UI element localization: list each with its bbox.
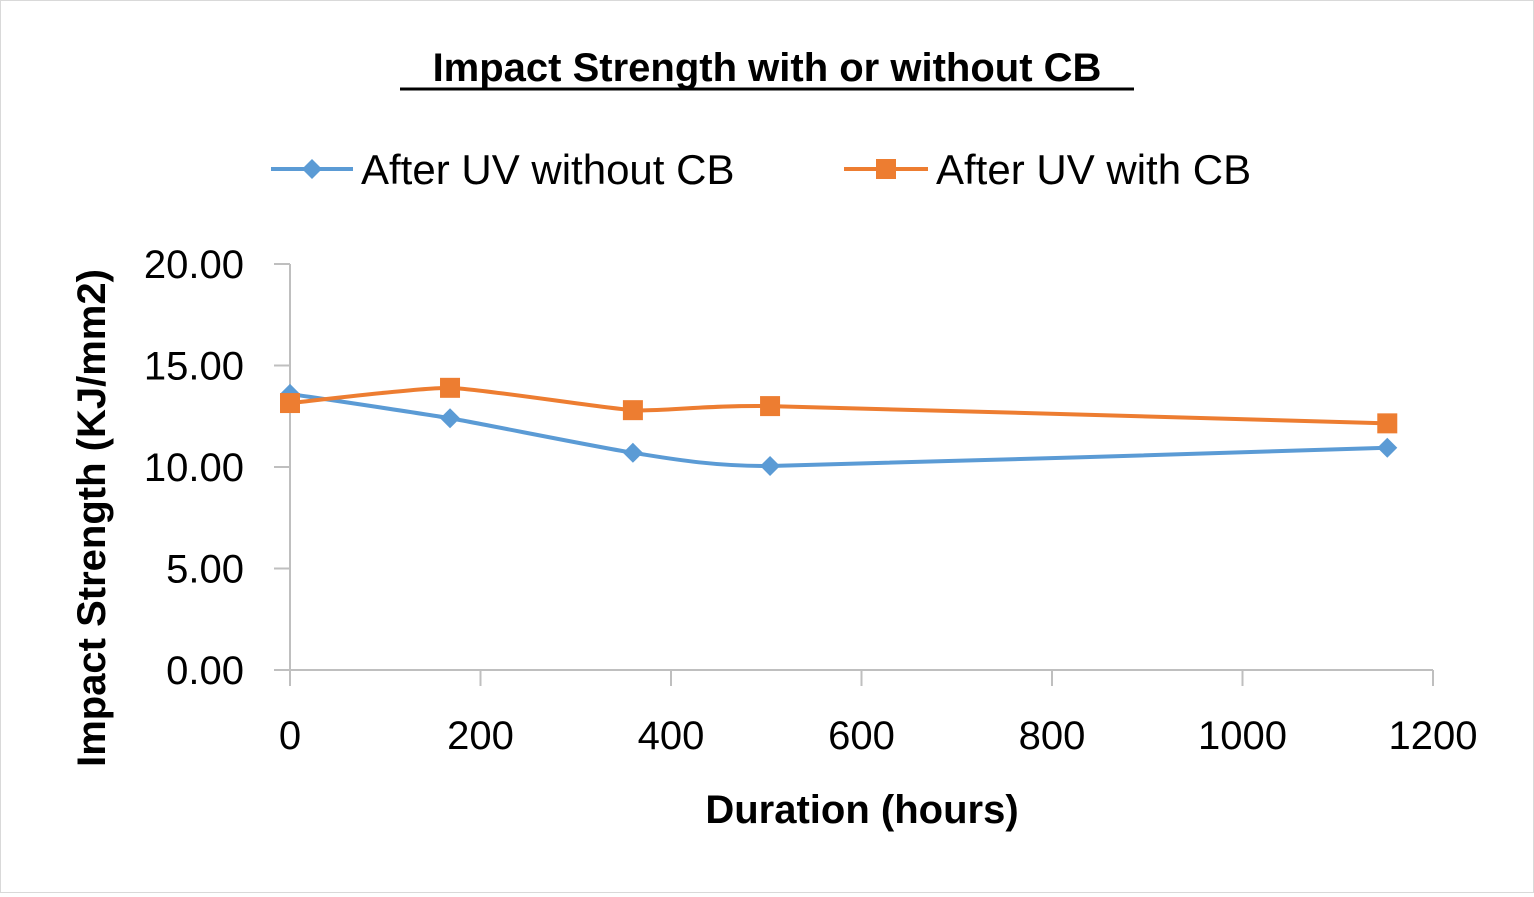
data-point[interactable] (622, 400, 643, 421)
data-point[interactable] (1377, 413, 1398, 434)
x-tick-label: 1200 (1389, 714, 1478, 758)
data-point[interactable] (1377, 437, 1398, 458)
x-tick-label: 800 (1019, 714, 1086, 758)
data-point[interactable] (760, 455, 781, 476)
y-axis-ticks: 0.00 5.00 10.00 15.00 20.00 (144, 243, 290, 693)
data-point[interactable] (440, 377, 461, 398)
series-with-cb (280, 377, 1398, 434)
data-point[interactable] (622, 442, 643, 463)
x-tick-label: 200 (447, 714, 514, 758)
legend-entry-without-cb[interactable]: After UV without CB (271, 146, 734, 193)
data-point[interactable] (280, 393, 300, 414)
y-tick-label: 10.00 (144, 446, 244, 490)
legend-marker-with-cb (876, 159, 896, 179)
x-axis-ticks: 0 200 400 600 800 1000 1200 (279, 670, 1478, 758)
legend-label-with-cb: After UV with CB (936, 146, 1251, 193)
y-axis-label: Impact Strength (KJ/mm2) (70, 269, 114, 767)
y-tick-label: 20.00 (144, 243, 244, 287)
series-layer (280, 377, 1398, 476)
data-point[interactable] (440, 408, 461, 429)
series-line (289, 391, 1388, 468)
axes (289, 264, 1433, 671)
data-point[interactable] (760, 396, 781, 417)
legend: After UV without CB After UV with CB (271, 146, 1251, 193)
chart-title: Impact Strength with or without CB (433, 46, 1102, 90)
series-line (289, 385, 1388, 426)
legend-label-without-cb: After UV without CB (361, 146, 734, 193)
y-tick-label: 0.00 (166, 649, 244, 693)
y-tick-label: 5.00 (166, 548, 244, 592)
y-tick-label: 15.00 (144, 345, 244, 389)
legend-entry-with-cb[interactable]: After UV with CB (844, 146, 1251, 193)
legend-marker-without-cb (302, 159, 322, 179)
x-tick-label: 400 (638, 714, 705, 758)
x-tick-label: 600 (828, 714, 895, 758)
x-tick-label: 0 (279, 714, 301, 758)
x-axis-label: Duration (hours) (705, 788, 1018, 832)
x-tick-label: 1000 (1198, 714, 1287, 758)
